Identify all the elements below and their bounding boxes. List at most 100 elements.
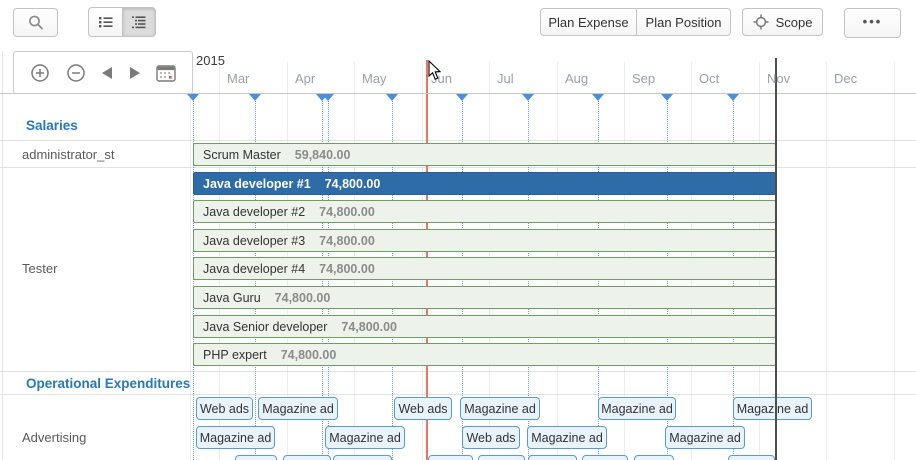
expense-chip-partial[interactable] xyxy=(235,455,277,460)
position-name: Java Senior developer xyxy=(203,319,328,334)
row-separator xyxy=(0,394,916,395)
expense-chip[interactable]: Magazine ad xyxy=(527,426,607,449)
sprint-marker-guide xyxy=(733,101,734,460)
position-amount: 74,800.00 xyxy=(319,204,375,219)
month-gridline xyxy=(894,62,895,460)
row-separator xyxy=(0,167,916,168)
position-amount: 74,800.00 xyxy=(274,290,331,305)
sprint-marker-guide xyxy=(322,101,323,460)
month-label: Oct xyxy=(699,71,720,86)
position-bar-java-senior-developer[interactable]: Java Senior developer 74,800.00 xyxy=(193,315,776,338)
position-bar-java-developer-1[interactable]: Java developer #1 74,800.00 xyxy=(193,172,776,195)
position-name: Java developer #1 xyxy=(203,176,311,191)
position-bar-java-developer-2[interactable]: Java developer #2 74,800.00 xyxy=(193,200,776,223)
position-bar-java-developer-3[interactable]: Java developer #3 74,800.00 xyxy=(193,229,776,252)
scope-label: Scope xyxy=(775,14,813,30)
month-gridline xyxy=(826,62,827,460)
sprint-marker-guide xyxy=(392,101,393,460)
position-bar-java-guru[interactable]: Java Guru 74,800.00 xyxy=(193,286,776,309)
month-label: Aug xyxy=(565,71,589,86)
expense-chip[interactable]: Magazine ad xyxy=(598,397,676,420)
timeline-header-divider xyxy=(0,93,916,94)
sprint-marker-guide xyxy=(255,101,256,460)
plan-expense-label: Plan Expense xyxy=(548,14,629,30)
expense-chip-partial[interactable] xyxy=(478,455,525,460)
expense-chip[interactable]: Web ads xyxy=(196,397,253,420)
sprint-marker-guide xyxy=(328,101,329,460)
section-header-opex[interactable]: Operational Expenditures xyxy=(26,376,191,391)
expense-chip-partial[interactable] xyxy=(333,455,392,460)
row-separator xyxy=(0,140,916,141)
scroll-left-icon[interactable] xyxy=(101,66,113,80)
month-gridline xyxy=(190,62,191,460)
zoom-in-icon[interactable] xyxy=(30,63,50,83)
flat-list-view-button[interactable] xyxy=(88,7,122,37)
scope-target-icon xyxy=(753,14,769,30)
section-header-salaries[interactable]: Salaries xyxy=(26,118,78,133)
plan-buttons-group: Plan Expense Plan Position xyxy=(540,8,731,36)
sprint-marker[interactable] xyxy=(322,94,334,101)
sprint-marker[interactable] xyxy=(592,94,604,101)
expense-chip[interactable]: Web ads xyxy=(394,397,452,420)
project-end-line[interactable] xyxy=(775,58,777,460)
zoom-out-icon[interactable] xyxy=(66,63,86,83)
position-bar-php-expert[interactable]: PHP expert 74,800.00 xyxy=(193,343,776,366)
expense-chip-partial[interactable] xyxy=(728,455,775,460)
search-button[interactable] xyxy=(13,8,58,37)
position-name: Java developer #4 xyxy=(203,261,306,276)
sprint-marker-guide xyxy=(598,101,599,460)
scroll-right-icon[interactable] xyxy=(129,66,141,80)
expense-chip-partial[interactable] xyxy=(283,455,331,460)
expense-chip-partial[interactable] xyxy=(428,455,473,460)
sprint-marker[interactable] xyxy=(386,94,398,101)
expense-chip[interactable]: Web ads xyxy=(462,426,520,449)
position-name: Java Guru xyxy=(203,290,261,305)
calendar-today-icon[interactable] xyxy=(156,64,176,82)
expense-chip[interactable]: Magazine ad xyxy=(196,426,275,449)
sprint-marker[interactable] xyxy=(522,94,534,101)
plan-position-button[interactable]: Plan Position xyxy=(636,8,731,36)
sprint-marker[interactable] xyxy=(727,94,739,101)
expense-chip-partial[interactable] xyxy=(528,455,577,460)
month-label: Nov xyxy=(767,71,791,86)
sprint-marker-guide xyxy=(528,101,529,460)
expense-chip[interactable]: Magazine ad xyxy=(325,426,405,449)
row-label-administrator: administrator_st xyxy=(22,147,115,162)
position-amount: 74,800.00 xyxy=(341,319,397,334)
sprint-marker-guide xyxy=(667,101,668,460)
expense-chip-partial[interactable] xyxy=(634,455,674,460)
expense-chip[interactable]: Magazine ad xyxy=(733,397,812,420)
sprint-marker[interactable] xyxy=(187,94,199,101)
position-name: Java developer #3 xyxy=(203,233,306,248)
sprint-marker[interactable] xyxy=(249,94,261,101)
month-label: Jul xyxy=(497,71,514,86)
expense-chip[interactable]: Magazine ad xyxy=(258,397,338,420)
row-label-advertising: Advertising xyxy=(22,430,87,445)
search-icon xyxy=(27,14,45,32)
scope-button[interactable]: Scope xyxy=(742,8,823,36)
position-name: Java developer #2 xyxy=(203,204,306,219)
position-name: PHP expert xyxy=(203,347,267,362)
more-options-icon: ••• xyxy=(862,13,883,29)
expense-chip[interactable]: Magazine ad xyxy=(665,426,745,449)
expense-chip[interactable]: Magazine ad xyxy=(460,397,540,420)
more-options-button[interactable]: ••• xyxy=(844,8,901,38)
sprint-marker-guide xyxy=(193,101,194,460)
sprint-marker[interactable] xyxy=(661,94,673,101)
row-label-tester: Tester xyxy=(22,261,58,276)
timeline-year: 2015 xyxy=(196,53,225,68)
position-bar-java-developer-4[interactable]: Java developer #4 74,800.00 xyxy=(193,257,776,280)
plan-expense-button[interactable]: Plan Expense xyxy=(540,8,636,36)
tree-list-view-button[interactable] xyxy=(122,7,156,37)
sprint-marker[interactable] xyxy=(456,94,468,101)
position-bar-scrum-master[interactable]: Scrum Master 59,840.00 xyxy=(193,143,776,166)
timeline-nav-panel xyxy=(13,51,193,94)
position-amount: 74,800.00 xyxy=(319,233,375,248)
month-label: May xyxy=(362,71,387,86)
month-label: Mar xyxy=(227,71,250,86)
position-amount: 74,800.00 xyxy=(280,347,337,362)
month-label: Apr xyxy=(295,71,316,86)
expense-chip-partial[interactable] xyxy=(582,455,628,460)
mouse-cursor xyxy=(428,60,442,81)
